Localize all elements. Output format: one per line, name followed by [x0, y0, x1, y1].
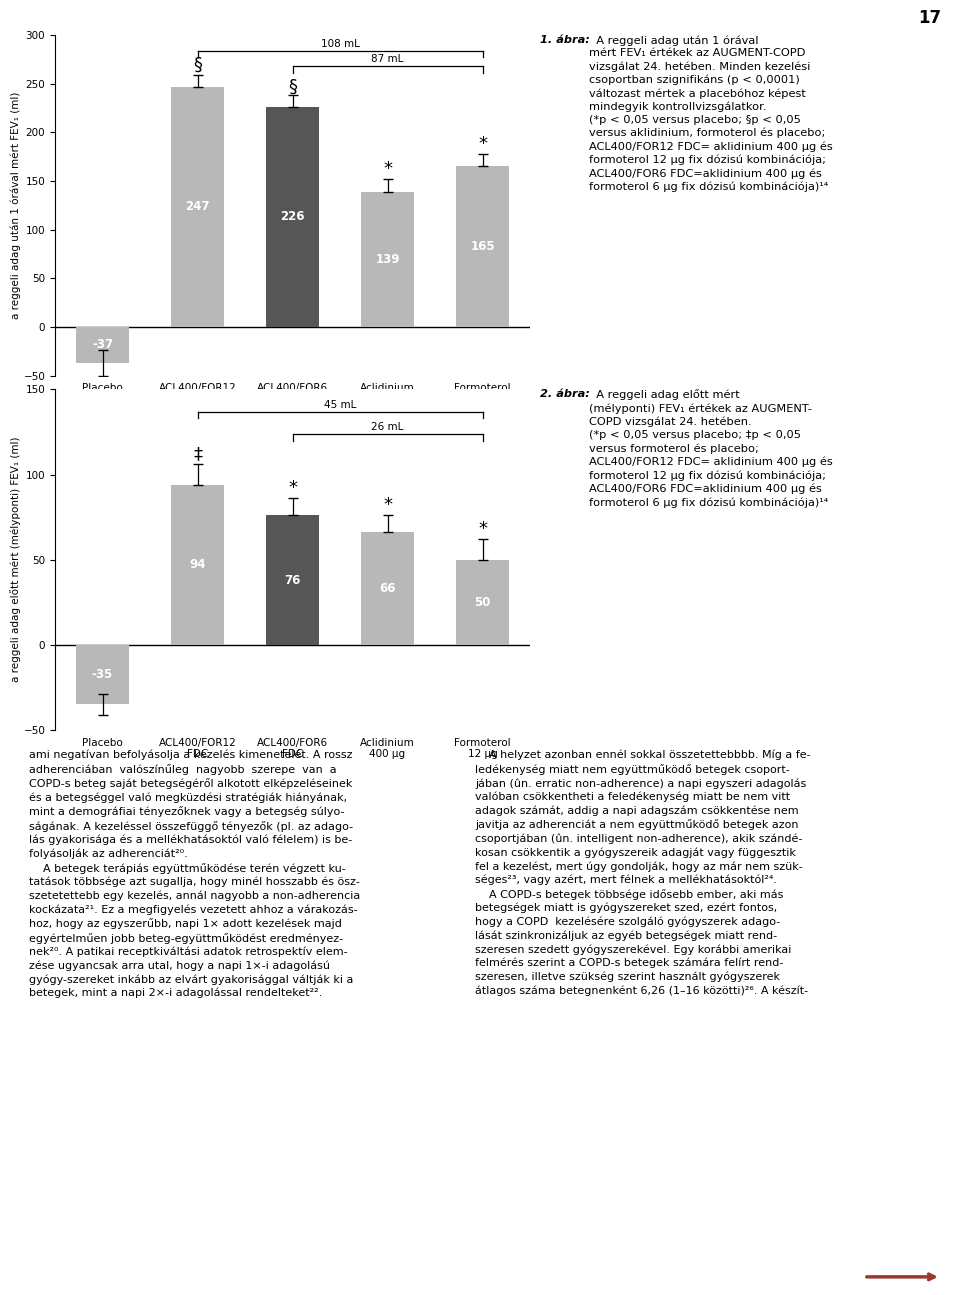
Text: 17: 17 [919, 9, 942, 27]
Bar [266, 107, 319, 326]
Text: 139: 139 [375, 253, 399, 265]
Text: 226: 226 [280, 211, 304, 224]
Text: §: § [193, 56, 202, 74]
Bar [361, 192, 414, 326]
Text: §: § [288, 78, 297, 96]
Text: *: * [478, 135, 487, 153]
Text: ‡: ‡ [193, 444, 202, 462]
Bar [361, 532, 414, 645]
Bar [266, 515, 319, 645]
Text: *: * [383, 161, 392, 177]
Text: TÜDŐGYÓGYÁSZAT: TÜDŐGYÓGYÁSZAT [730, 12, 876, 25]
Text: 45 mL: 45 mL [324, 400, 356, 409]
Text: 94: 94 [189, 558, 205, 571]
Text: A helyzet azonban ennél sokkal összetettebbbb. Míg a fe-
ledékenység miatt nem e: A helyzet azonban ennél sokkal összetett… [475, 750, 811, 996]
Bar [77, 326, 129, 363]
Text: 2015. augusztus: 2015. augusztus [14, 12, 118, 25]
Bar [900, 0, 960, 36]
Text: 87 mL: 87 mL [372, 54, 404, 63]
Y-axis label: a reggeli adag előtt mért (mélyponti) FEV₁ (ml): a reggeli adag előtt mért (mélyponti) FE… [10, 436, 20, 682]
Text: ami negatívan befolyásolja a kezelés kimenetelét. A rossz
adherenciában  valószí: ami negatívan befolyásolja a kezelés kim… [29, 750, 360, 998]
Text: 26 mL: 26 mL [372, 422, 404, 431]
Text: *: * [288, 479, 297, 497]
Text: 247: 247 [185, 201, 209, 214]
Text: 165: 165 [470, 240, 494, 253]
Text: *: * [383, 496, 392, 514]
Bar [77, 645, 129, 704]
Text: *: * [478, 519, 487, 537]
Bar [172, 87, 224, 326]
Text: 2. ábra:: 2. ábra: [540, 390, 589, 399]
Text: -37: -37 [92, 338, 113, 351]
Bar [456, 559, 509, 645]
Text: A reggeli adag után 1 órával
mért FEV₁ értékek az AUGMENT-COPD
vizsgálat 24. het: A reggeli adag után 1 órával mért FEV₁ é… [589, 35, 833, 193]
Text: -35: -35 [92, 668, 113, 681]
Text: 1. ábra:: 1. ábra: [540, 35, 589, 45]
Text: 76: 76 [284, 574, 300, 587]
Text: A reggeli adag előtt mért
(mélyponti) FEV₁ értékek az AUGMENT-
COPD vizsgálat 24: A reggeli adag előtt mért (mélyponti) FE… [589, 390, 833, 508]
Y-axis label: a reggeli adag után 1 órával mért FEV₁ (ml): a reggeli adag után 1 órával mért FEV₁ (… [11, 92, 20, 319]
Bar [172, 484, 224, 645]
Text: 108 mL: 108 mL [321, 39, 359, 48]
Bar [456, 166, 509, 326]
Text: 50: 50 [474, 596, 491, 609]
Text: 66: 66 [379, 583, 396, 596]
